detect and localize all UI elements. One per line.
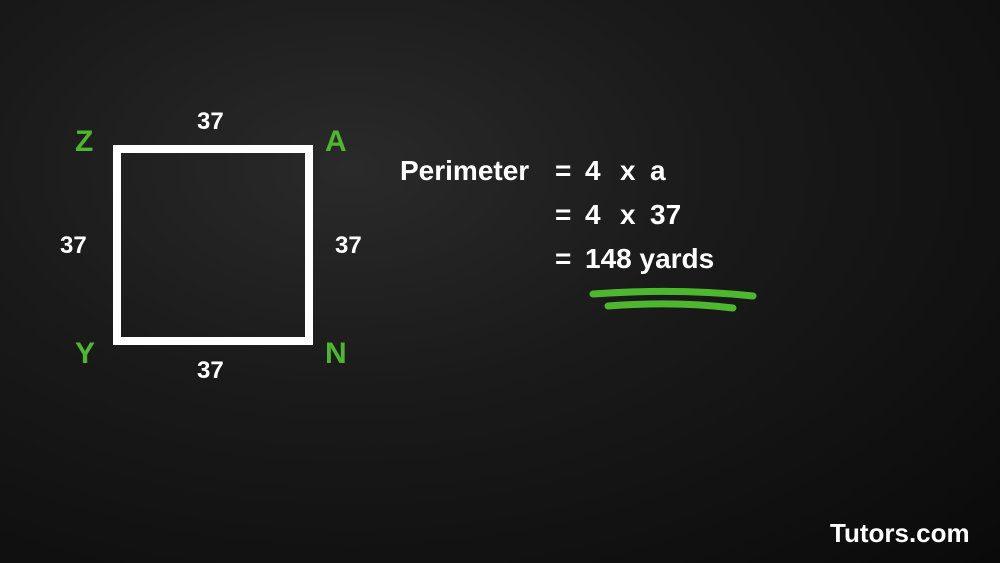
watermark: Tutors.com [830,518,970,549]
formula-line-2: = 4 x 37 [400,199,714,231]
formula-line-1: Perimeter = 4 x a [400,155,714,187]
vertex-a: A [325,125,347,159]
result-underline [588,286,763,321]
side-left: 37 [60,232,87,260]
op-2: x [620,199,650,231]
vertex-y: Y [75,337,95,371]
op-1: x [620,155,650,187]
vertex-n: N [325,337,347,371]
side-bottom: 37 [197,357,224,385]
vertex-z: Z [75,125,93,159]
val2-1: a [650,155,666,187]
equals-3: = [555,243,585,275]
equals-2: = [555,199,585,231]
equals-1: = [555,155,585,187]
side-top: 37 [197,108,224,136]
formula-line-3: = 148 yards [400,243,714,275]
perimeter-label: Perimeter [400,155,555,187]
side-right: 37 [335,232,362,260]
val1-2: 4 [585,199,620,231]
square-shape [113,145,313,345]
val1-1: 4 [585,155,620,187]
formula-section: Perimeter = 4 x a = 4 x 37 = 148 yards [400,155,714,287]
result: 148 yards [585,243,714,275]
val2-2: 37 [650,199,681,231]
